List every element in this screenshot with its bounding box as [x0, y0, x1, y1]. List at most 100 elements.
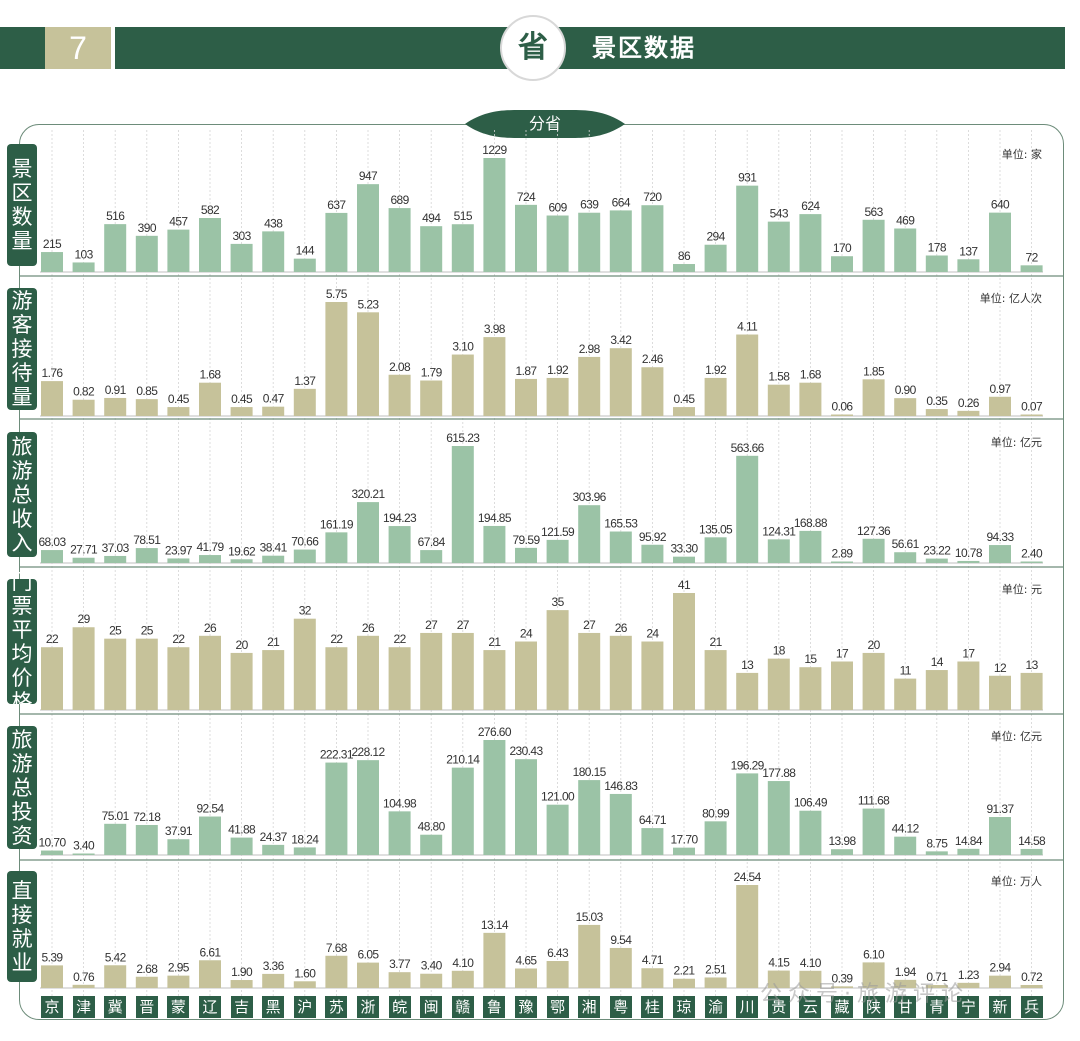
data-label: 294	[706, 230, 725, 244]
bar	[767, 781, 790, 855]
province-label: 青	[925, 996, 948, 1018]
bar	[483, 740, 506, 855]
data-label: 135.05	[699, 522, 733, 536]
data-label: 15.03	[576, 910, 604, 924]
data-label: 27	[583, 618, 596, 632]
bar	[199, 382, 221, 416]
data-label: 0.47	[263, 392, 285, 406]
bar	[767, 539, 790, 563]
bar	[230, 243, 253, 272]
bar	[831, 661, 853, 710]
data-label: 320.21	[351, 487, 385, 501]
data-label: 1.94	[895, 965, 917, 979]
bar	[230, 837, 253, 855]
series-1: 215 103 516 390 457 582 303 438 144 637 947 689 494 5…	[40, 143, 1043, 273]
data-label: 64.71	[639, 813, 667, 827]
data-label: 0.26	[958, 396, 980, 410]
bar	[1020, 414, 1043, 416]
bar	[831, 414, 853, 416]
bar	[293, 549, 316, 563]
province-label: 蒙	[167, 996, 190, 1018]
data-label: 494	[422, 211, 441, 225]
bar	[673, 264, 695, 272]
data-label: 165.53	[604, 517, 638, 531]
bar	[357, 760, 379, 855]
data-label: 0.45	[168, 392, 190, 406]
data-label: 15	[804, 652, 817, 666]
bar	[862, 962, 885, 988]
bar	[135, 638, 158, 710]
province-label: 辽	[199, 996, 221, 1018]
bar	[641, 367, 664, 416]
bar	[831, 256, 853, 272]
data-label: 194.23	[383, 511, 417, 525]
data-label: 563	[864, 205, 883, 219]
data-label: 38.41	[260, 541, 288, 555]
data-label: 14	[931, 655, 944, 669]
bar	[894, 979, 917, 988]
data-label: 37.03	[102, 541, 130, 555]
bar	[641, 828, 664, 855]
bar	[862, 379, 885, 416]
tab-shape	[465, 110, 625, 138]
data-label: 170	[833, 241, 852, 255]
data-label: 4.65	[516, 953, 538, 967]
data-label: 1.92	[547, 363, 569, 377]
data-label: 23.97	[165, 543, 193, 557]
bar	[546, 539, 569, 563]
data-label: 1.23	[958, 968, 980, 982]
row-label: 旅游总投资	[7, 726, 37, 849]
data-label: 25	[109, 624, 122, 638]
data-label: 22	[330, 632, 343, 646]
bar	[72, 984, 95, 988]
data-label: 3.77	[389, 957, 411, 971]
data-label: 0.06	[832, 400, 854, 414]
bar	[546, 610, 569, 710]
bar	[135, 399, 158, 416]
data-label: 438	[264, 216, 283, 230]
province-label: 川	[736, 996, 759, 1018]
data-label: 26	[615, 621, 628, 635]
bar	[388, 647, 411, 710]
bar	[420, 226, 443, 272]
bar	[641, 968, 664, 988]
bar	[325, 302, 348, 416]
row-label-char: 就	[11, 926, 33, 951]
bar	[925, 985, 948, 988]
data-label: 9.54	[610, 933, 632, 947]
row-label-char: 资	[11, 823, 33, 848]
row-label-char: 格	[11, 689, 33, 714]
bar	[1020, 561, 1043, 563]
bar	[420, 632, 443, 710]
data-label: 6.10	[863, 947, 885, 961]
bar	[135, 548, 158, 563]
bar	[388, 526, 411, 563]
row-label-char: 平	[11, 617, 33, 642]
data-label: 33.30	[670, 542, 698, 556]
bar	[451, 632, 474, 710]
data-label: 931	[738, 171, 757, 185]
data-label: 0.35	[926, 394, 948, 408]
bar	[704, 377, 727, 416]
bar	[293, 258, 316, 272]
data-label: 1.85	[863, 364, 885, 378]
data-label: 22	[46, 632, 59, 646]
bar	[104, 638, 127, 710]
bar	[925, 255, 948, 272]
bar	[41, 647, 63, 710]
bar	[325, 955, 348, 988]
data-label: 26	[204, 621, 217, 635]
data-label: 5.75	[326, 287, 348, 301]
data-label: 640	[991, 198, 1010, 212]
bar	[894, 678, 917, 710]
bar	[704, 244, 727, 272]
row-label-char: 游	[11, 751, 33, 776]
bar	[325, 532, 348, 563]
bar	[72, 627, 95, 710]
row-label-char: 入	[11, 530, 33, 555]
data-label: 21	[488, 635, 501, 649]
bar	[325, 647, 348, 710]
bar	[925, 409, 948, 416]
province-label: 皖	[388, 996, 411, 1018]
bar	[451, 354, 474, 416]
